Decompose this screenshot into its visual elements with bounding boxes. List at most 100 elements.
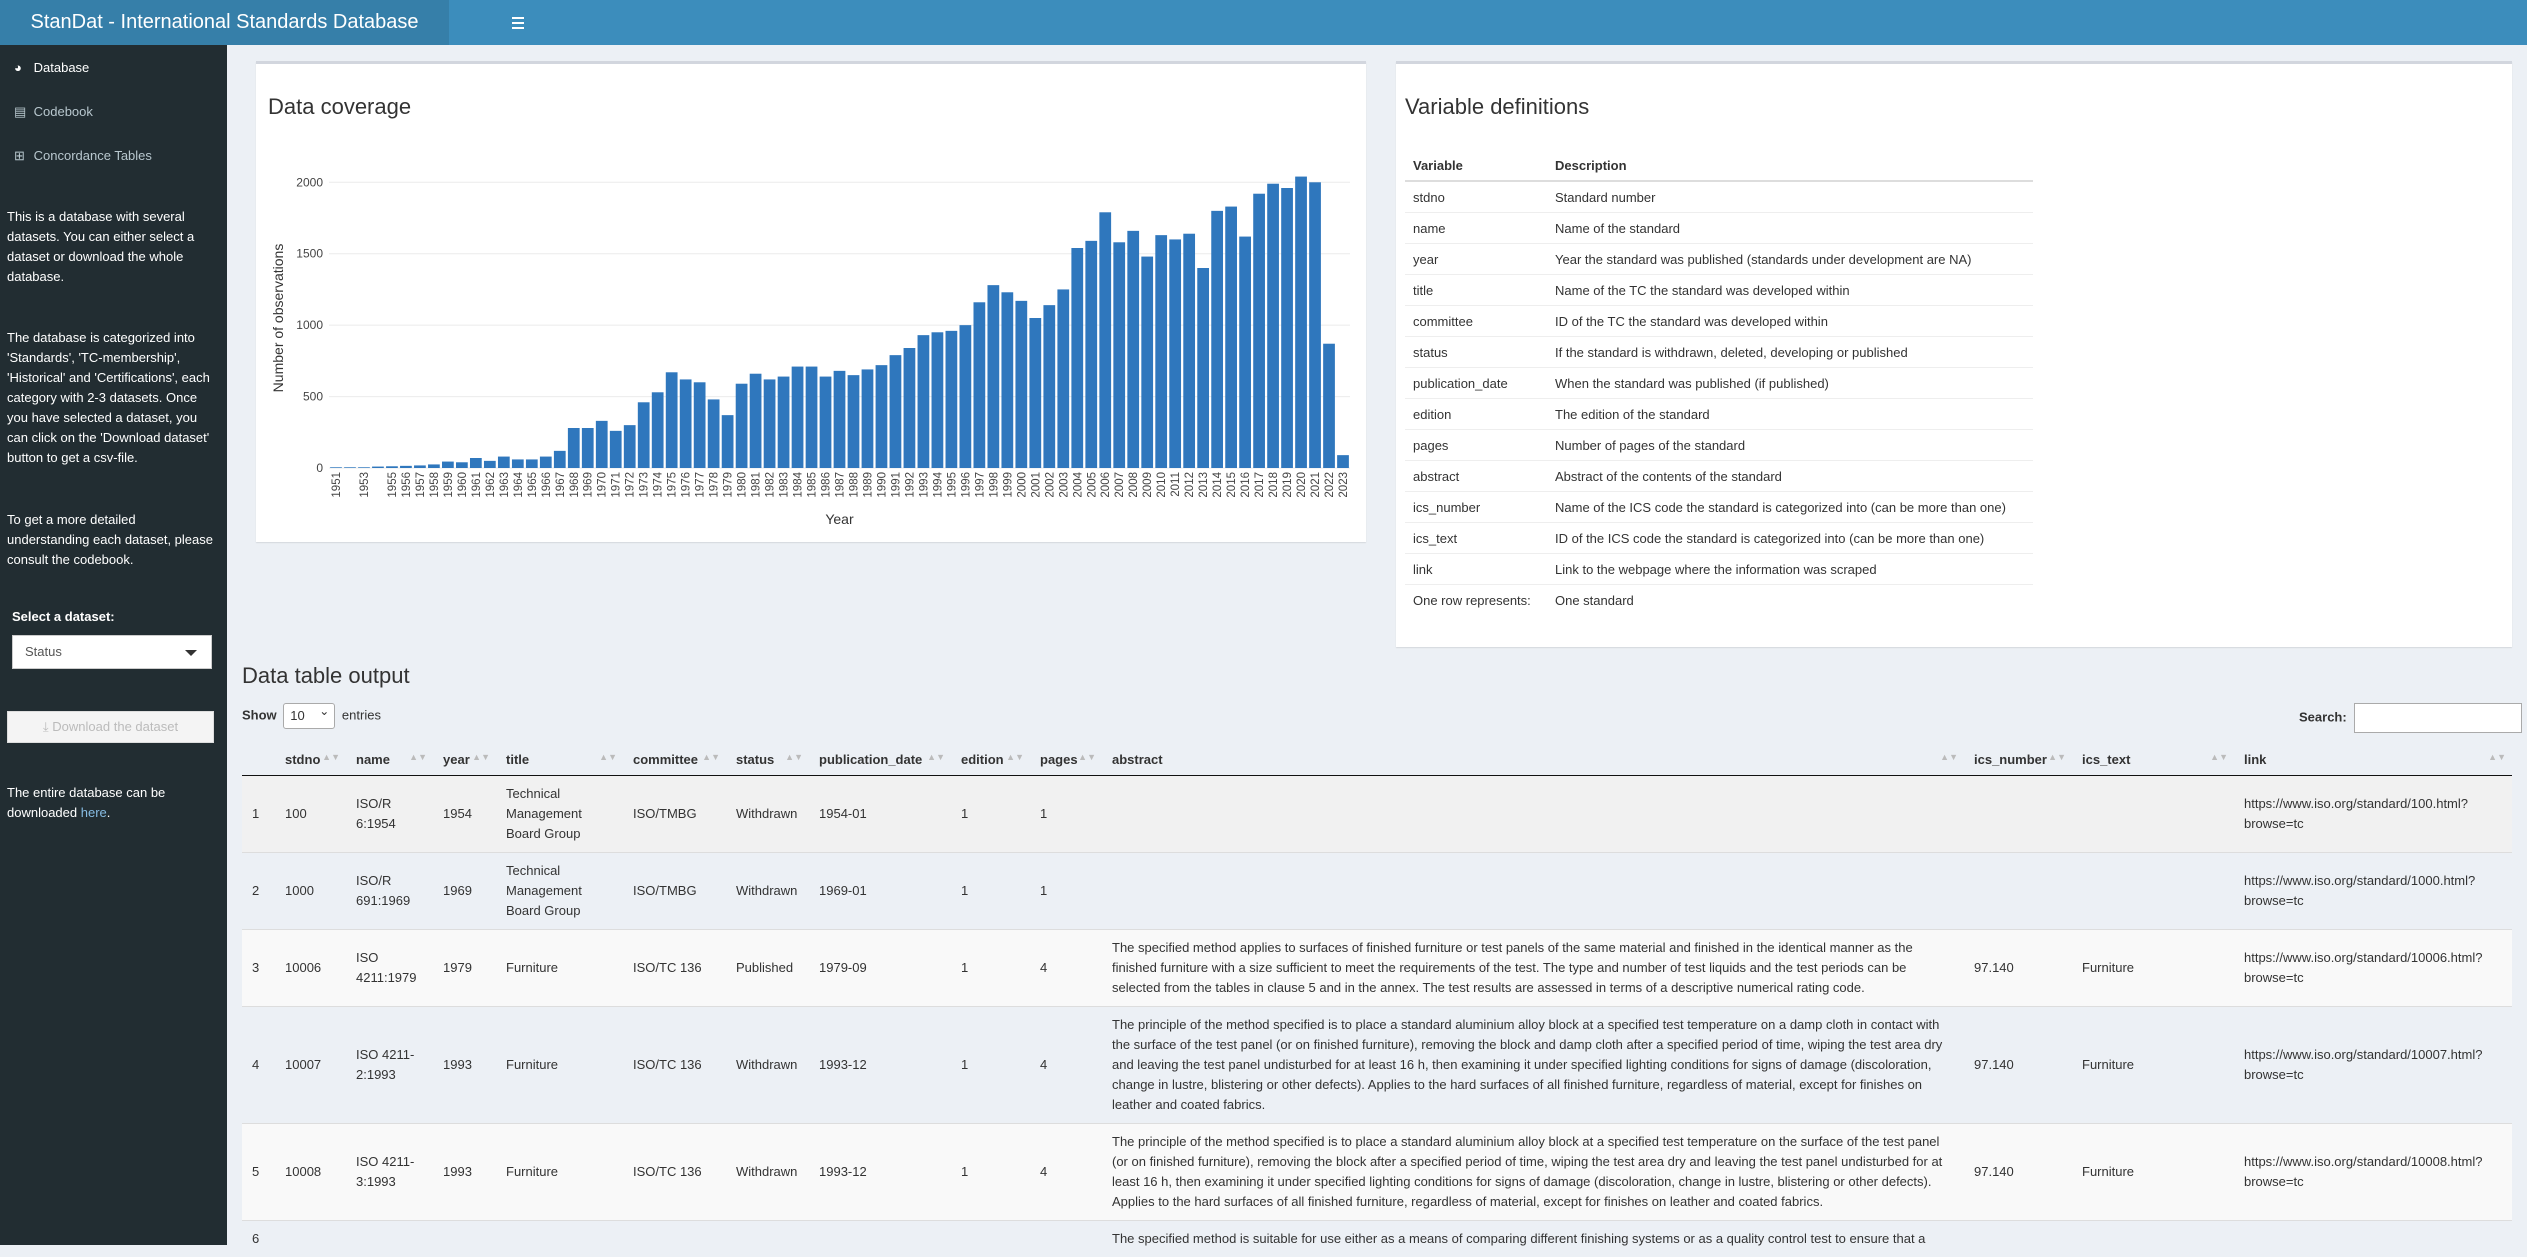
sidebar-item-database[interactable]: ◕ Database: [0, 48, 227, 88]
column-header-edition[interactable]: edition▲▼: [951, 743, 1030, 776]
x-tick-label: 2016: [1240, 472, 1252, 498]
x-tick-label: 2005: [1086, 472, 1098, 498]
column-header-committee[interactable]: committee▲▼: [623, 743, 726, 776]
column-header-ics_text[interactable]: ics_text▲▼: [2072, 743, 2234, 776]
vardefs-description-cell: ID of the ICS code the standard is categ…: [1547, 523, 2033, 554]
sort-icon: ▲▼: [1940, 752, 1958, 762]
cell-year: 1979: [433, 930, 496, 1007]
cell-stdno: 10006: [275, 930, 346, 1007]
vardefs-description-cell: Standard number: [1547, 181, 2033, 213]
bar: [876, 365, 888, 468]
column-header-label: year: [443, 752, 470, 767]
cell-publication_date: [809, 1221, 951, 1257]
x-tick-label: 1993: [918, 472, 930, 498]
column-header-status[interactable]: status▲▼: [726, 743, 809, 776]
column-header-stdno[interactable]: stdno▲▼: [275, 743, 346, 776]
sidebar-categories-text: The database is categorized into 'Standa…: [7, 328, 220, 468]
sort-icon: ▲▼: [785, 752, 803, 762]
x-tick-label: 1983: [779, 472, 791, 498]
x-tick-label: 1964: [513, 471, 525, 497]
x-tick-label: 1974: [653, 471, 665, 497]
bar: [666, 372, 678, 468]
search-label: Search:: [2299, 709, 2347, 724]
bar: [1253, 194, 1265, 468]
entries-select[interactable]: 10: [283, 703, 335, 729]
x-tick-label: 1970: [597, 472, 609, 498]
column-header-label: publication_date: [819, 752, 922, 767]
sort-icon: ▲▼: [2210, 752, 2228, 762]
column-header-index: [242, 743, 275, 776]
bar: [1267, 184, 1279, 468]
dataset-select[interactable]: Status: [12, 635, 212, 669]
x-tick-label: 1972: [625, 472, 637, 498]
bar: [414, 465, 426, 468]
x-tick-label: 1969: [583, 472, 595, 498]
coverage-title: Data coverage: [268, 94, 411, 120]
book-icon: ▤: [14, 92, 30, 132]
column-header-label: abstract: [1112, 752, 1163, 767]
y-tick-label: 1000: [296, 318, 323, 332]
cell-publication_date: 1969-01: [809, 853, 951, 930]
column-header-label: name: [356, 752, 390, 767]
vardefs-description-cell: Abstract of the contents of the standard: [1547, 461, 2033, 492]
download-dataset-button[interactable]: ⤓ Download the dataset: [7, 711, 214, 743]
cell-ics_number: 97.140: [1964, 1007, 2072, 1124]
bar: [358, 467, 370, 468]
bar: [498, 457, 510, 468]
x-tick-label: 2020: [1296, 472, 1308, 498]
bar: [834, 371, 846, 468]
search-input[interactable]: [2354, 703, 2522, 733]
x-tick-label: 1991: [890, 472, 902, 498]
app-title[interactable]: StanDat - International Standards Databa…: [0, 0, 449, 45]
bar: [1015, 301, 1027, 468]
x-tick-label: 1962: [485, 472, 497, 498]
cell-ics_text: Furniture: [2072, 1007, 2234, 1124]
column-header-abstract[interactable]: abstract ▲▼: [1102, 743, 1964, 776]
column-header-year[interactable]: year▲▼: [433, 743, 496, 776]
x-tick-label: 2006: [1100, 472, 1112, 498]
column-header-link[interactable]: link▲▼: [2234, 743, 2512, 776]
cell-name: ISO 4211-2:1993: [346, 1007, 433, 1124]
vardefs-description-cell: The edition of the standard: [1547, 399, 2033, 430]
x-tick-label: 1990: [876, 472, 888, 498]
vardefs-description-cell: One standard: [1547, 585, 2033, 616]
column-header-ics_number[interactable]: ics_number▲▼: [1964, 743, 2072, 776]
y-tick-label: 500: [303, 390, 323, 404]
column-header-name[interactable]: name▲▼: [346, 743, 433, 776]
vardefs-header-variable: Variable: [1405, 150, 1547, 181]
sidebar-toggle-icon[interactable]: [500, 9, 536, 36]
sort-icon: ▲▼: [2488, 752, 2506, 762]
bar: [484, 461, 496, 468]
column-header-publication_date[interactable]: publication_date▲▼: [809, 743, 951, 776]
cell-committee: ISO/TMBG: [623, 853, 726, 930]
bar: [610, 431, 622, 468]
bar: [582, 428, 594, 468]
sidebar-item-codebook[interactable]: ▤ Codebook: [0, 92, 227, 132]
column-header-title[interactable]: title▲▼: [496, 743, 623, 776]
x-tick-label: 1976: [681, 472, 693, 498]
data-table-title: Data table output: [242, 663, 410, 689]
vardefs-description-cell: Name of the ICS code the standard is cat…: [1547, 492, 2033, 523]
x-tick-label: 2013: [1198, 472, 1210, 498]
cell-publication_date: 1979-09: [809, 930, 951, 1007]
cell-title: Furniture: [496, 1007, 623, 1124]
x-tick-label: 1968: [569, 472, 581, 498]
x-tick-label: 2002: [1044, 472, 1056, 498]
x-tick-label: 2008: [1128, 472, 1140, 498]
download-database-link[interactable]: here: [81, 805, 107, 820]
cell-index: 5: [242, 1124, 275, 1221]
sidebar-item-concordance-tables[interactable]: ⊞ Concordance Tables: [0, 136, 227, 176]
cell-edition: 1: [951, 776, 1030, 853]
cell-year: [433, 1221, 496, 1257]
column-header-pages[interactable]: pages▲▼: [1030, 743, 1102, 776]
